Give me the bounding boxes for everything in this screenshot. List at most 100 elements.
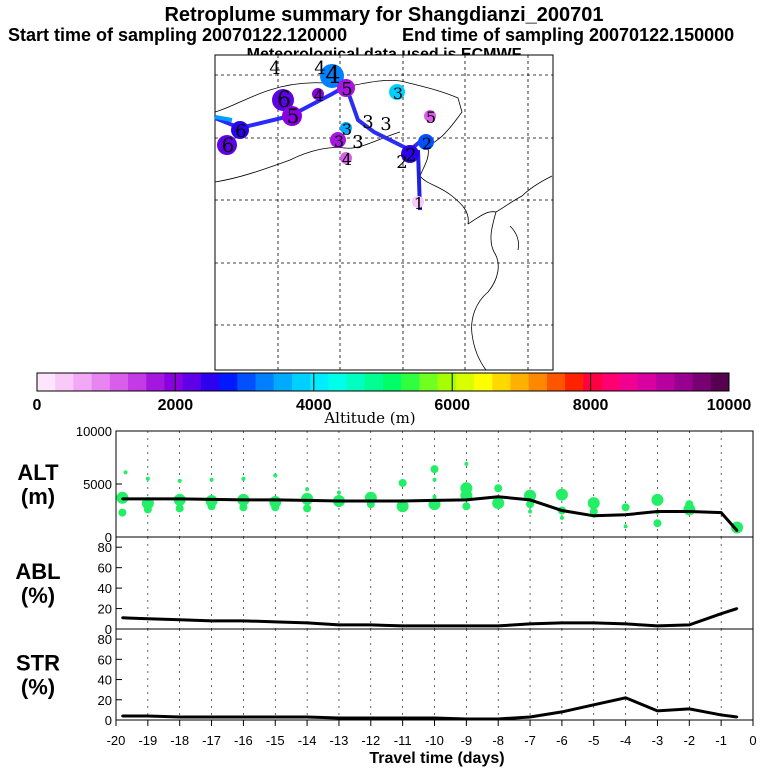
map-day-label: 3 [352,132,363,153]
coastline-borders [214,79,553,371]
marker-day-label: 3 [334,132,344,151]
altitude-point [145,476,150,481]
altitude-marker [340,122,352,134]
colorbar-cell [291,373,311,391]
marker-day-label: 3 [393,84,403,103]
series-point [624,696,627,699]
series-point [121,497,124,501]
colorbar-cell [492,373,511,391]
colorbar-cell [91,373,111,391]
series-point [656,624,659,628]
series-point [274,715,277,719]
y-tick-label: 80 [98,540,112,555]
altitude-point [118,508,127,517]
map-day-label: 2 [396,152,407,173]
x-tick-label: -10 [425,733,444,748]
colorbar-cell [656,373,675,391]
series-point [688,623,691,627]
series-point [121,616,124,619]
altitude-point [123,470,128,475]
colorbar-cell [710,373,730,391]
y-tick-label: 0 [105,622,112,637]
colorbar-cell [37,373,56,391]
colorbar-cell [73,373,93,391]
altitude-point [653,519,662,528]
series-point [242,498,245,502]
series-point [369,623,372,627]
altitude-point [239,503,248,512]
altitude-marker [320,64,344,88]
series-point [337,499,341,503]
colorbar-cell [583,373,603,391]
series-point [337,716,341,720]
x-tick-label: -12 [361,733,380,748]
altitude-marker [337,79,355,97]
colorbar-cell [128,373,147,391]
end-time-label: End time of sampling 20070122.150000 [402,25,735,45]
altitude-point [685,500,694,509]
series-point [146,617,150,620]
altitude-point [241,476,246,481]
altitude-marker [401,145,419,163]
x-tick-label: -11 [394,733,412,748]
series-point [528,498,532,502]
colorbar-cell [219,373,238,391]
colorbar-cell [346,373,366,391]
altitude-point [555,488,568,501]
x-tick-label: -17 [202,733,221,748]
series-point [688,707,691,711]
series-point [592,703,595,707]
colorbar-cell [692,373,712,391]
marker-day-label: 6 [222,133,235,157]
x-axis-label: Travel time (days) [369,750,504,767]
colorbar-cell [510,373,530,391]
map-day-label: 3 [362,112,373,133]
y-axis-label: ALT [17,460,59,485]
colorbar-tick-label: 4000 [296,397,332,414]
series-point [624,622,627,626]
series-point [592,621,595,625]
series-line [122,696,738,721]
series-point [369,499,372,503]
colorbar-cell [310,373,329,391]
series-point [242,715,245,719]
series-point [305,621,309,625]
x-tick-label: -7 [524,733,536,748]
altitude-point [305,487,310,492]
altitude-point [177,478,182,483]
altitude-point [396,500,409,513]
altitude-point [209,477,214,482]
y-tick-label: 10000 [76,424,112,439]
altitude-marker [412,196,424,208]
series-point [735,529,739,532]
altitude-marker [389,84,405,100]
altitude-point [175,504,184,513]
map-day-label: 3 [380,114,391,135]
colorbar-cell [619,373,639,391]
colorbar-tick-label: 8000 [573,397,609,414]
y-tick-label: 60 [98,561,112,576]
y-tick-label: 40 [98,581,112,596]
series-point [465,498,468,502]
series-point [497,495,500,498]
colorbar-tick-label: 10000 [707,397,752,414]
colorbar-cell [364,373,384,391]
marker-day-label: 5 [287,104,300,128]
series-point [624,513,627,516]
map-frame [214,54,554,371]
series-point [465,717,468,721]
colorbar-cell [273,373,293,391]
y-tick-label: 20 [98,693,112,708]
x-tick-label: -15 [266,733,285,748]
y-tick-label: 5000 [83,477,112,492]
x-tick-label: 0 [749,733,756,748]
series-point [146,497,150,501]
series-point [146,714,150,718]
series-point [433,716,436,720]
series-point [178,618,181,621]
marker-day-label: 4 [342,150,352,169]
panel-str: 80 60 40 20 0 STR(%) [16,628,754,728]
x-tick-label: -20 [107,733,126,748]
altitude-point [651,493,664,506]
